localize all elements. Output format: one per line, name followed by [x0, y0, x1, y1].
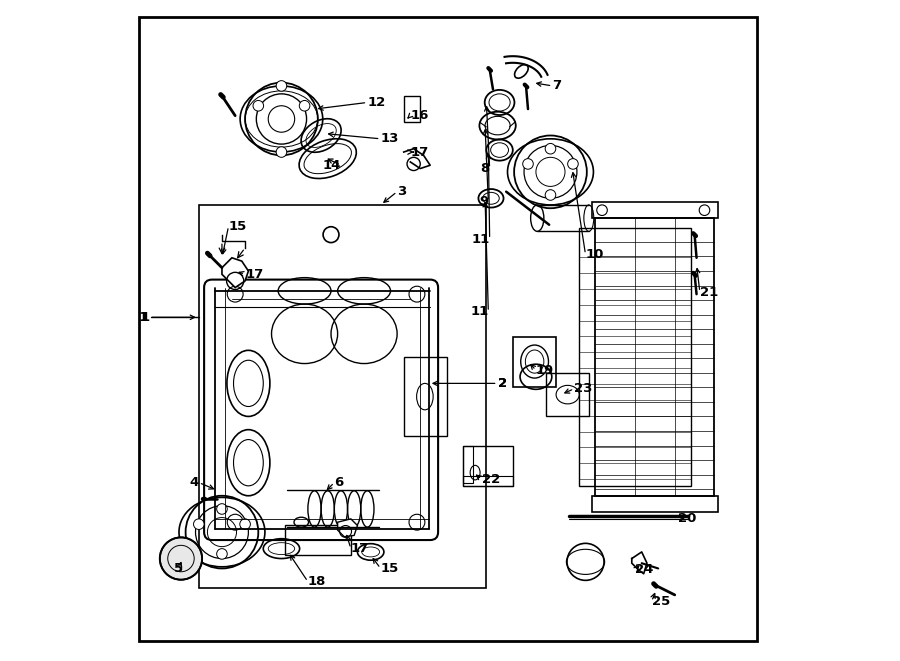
- Bar: [464, 446, 473, 483]
- Text: 11: 11: [470, 305, 489, 319]
- Circle shape: [217, 504, 227, 514]
- Text: 8: 8: [481, 162, 490, 175]
- Text: 25: 25: [652, 595, 670, 608]
- Text: 11: 11: [472, 233, 490, 246]
- Text: 24: 24: [635, 563, 653, 576]
- Text: 17: 17: [245, 268, 264, 281]
- Circle shape: [276, 81, 287, 91]
- Bar: [592, 202, 717, 218]
- Bar: [404, 357, 446, 436]
- Bar: [596, 218, 715, 496]
- Text: 21: 21: [700, 286, 718, 299]
- Text: 18: 18: [308, 575, 327, 588]
- Text: 23: 23: [574, 382, 592, 395]
- Circle shape: [253, 100, 264, 111]
- Circle shape: [239, 519, 250, 529]
- Bar: [404, 96, 420, 122]
- Circle shape: [545, 190, 556, 200]
- Bar: [199, 205, 486, 588]
- Circle shape: [300, 100, 310, 111]
- Text: 20: 20: [678, 512, 697, 525]
- Text: 16: 16: [410, 109, 428, 122]
- Text: 17: 17: [410, 145, 428, 159]
- Text: 2: 2: [498, 377, 507, 390]
- Circle shape: [568, 159, 578, 169]
- Circle shape: [545, 143, 556, 154]
- Text: 9: 9: [479, 195, 489, 208]
- Text: 6: 6: [334, 476, 344, 489]
- Bar: [592, 496, 717, 512]
- Text: 12: 12: [367, 96, 385, 109]
- Circle shape: [194, 519, 204, 529]
- Text: 2: 2: [498, 377, 507, 390]
- Bar: [284, 525, 351, 555]
- Text: 14: 14: [322, 159, 341, 172]
- Circle shape: [217, 549, 227, 559]
- Bar: [579, 228, 691, 486]
- Text: 17: 17: [351, 542, 369, 555]
- Text: 1: 1: [140, 311, 149, 324]
- Circle shape: [523, 159, 534, 169]
- Polygon shape: [338, 519, 357, 537]
- Bar: [464, 476, 513, 486]
- Bar: [545, 373, 589, 416]
- Circle shape: [276, 147, 287, 157]
- Polygon shape: [222, 258, 248, 288]
- Circle shape: [160, 537, 202, 580]
- Text: 10: 10: [586, 248, 604, 261]
- FancyBboxPatch shape: [204, 280, 438, 540]
- Text: 4: 4: [190, 476, 199, 489]
- Bar: [513, 337, 556, 387]
- Text: 15: 15: [381, 562, 399, 575]
- Bar: [464, 446, 513, 486]
- Text: 3: 3: [397, 185, 407, 198]
- Text: 7: 7: [553, 79, 562, 93]
- Text: 19: 19: [536, 364, 554, 377]
- Text: 13: 13: [381, 132, 399, 145]
- Text: 5: 5: [175, 562, 184, 575]
- Text: 1: 1: [139, 311, 148, 324]
- Text: 22: 22: [482, 473, 500, 486]
- Text: 15: 15: [229, 219, 247, 233]
